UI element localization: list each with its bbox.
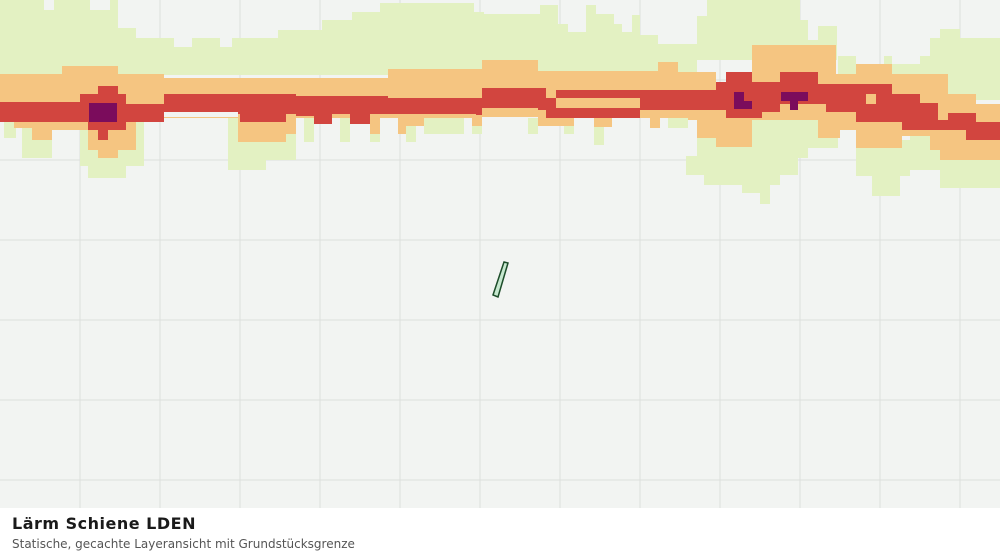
map [0,0,1000,508]
noise-zone-60-gaps [164,94,876,122]
caption-title: Lärm Schiene LDEN [12,514,196,533]
noise-zone-75 [89,92,808,122]
parcel-boundary [492,261,509,299]
caption: Lärm Schiene LDEN Statische, gecachte La… [0,508,1000,560]
caption-subtitle: Statische, gecachte Layeransicht mit Gru… [12,537,355,551]
noise-zone-65 [0,72,1000,140]
